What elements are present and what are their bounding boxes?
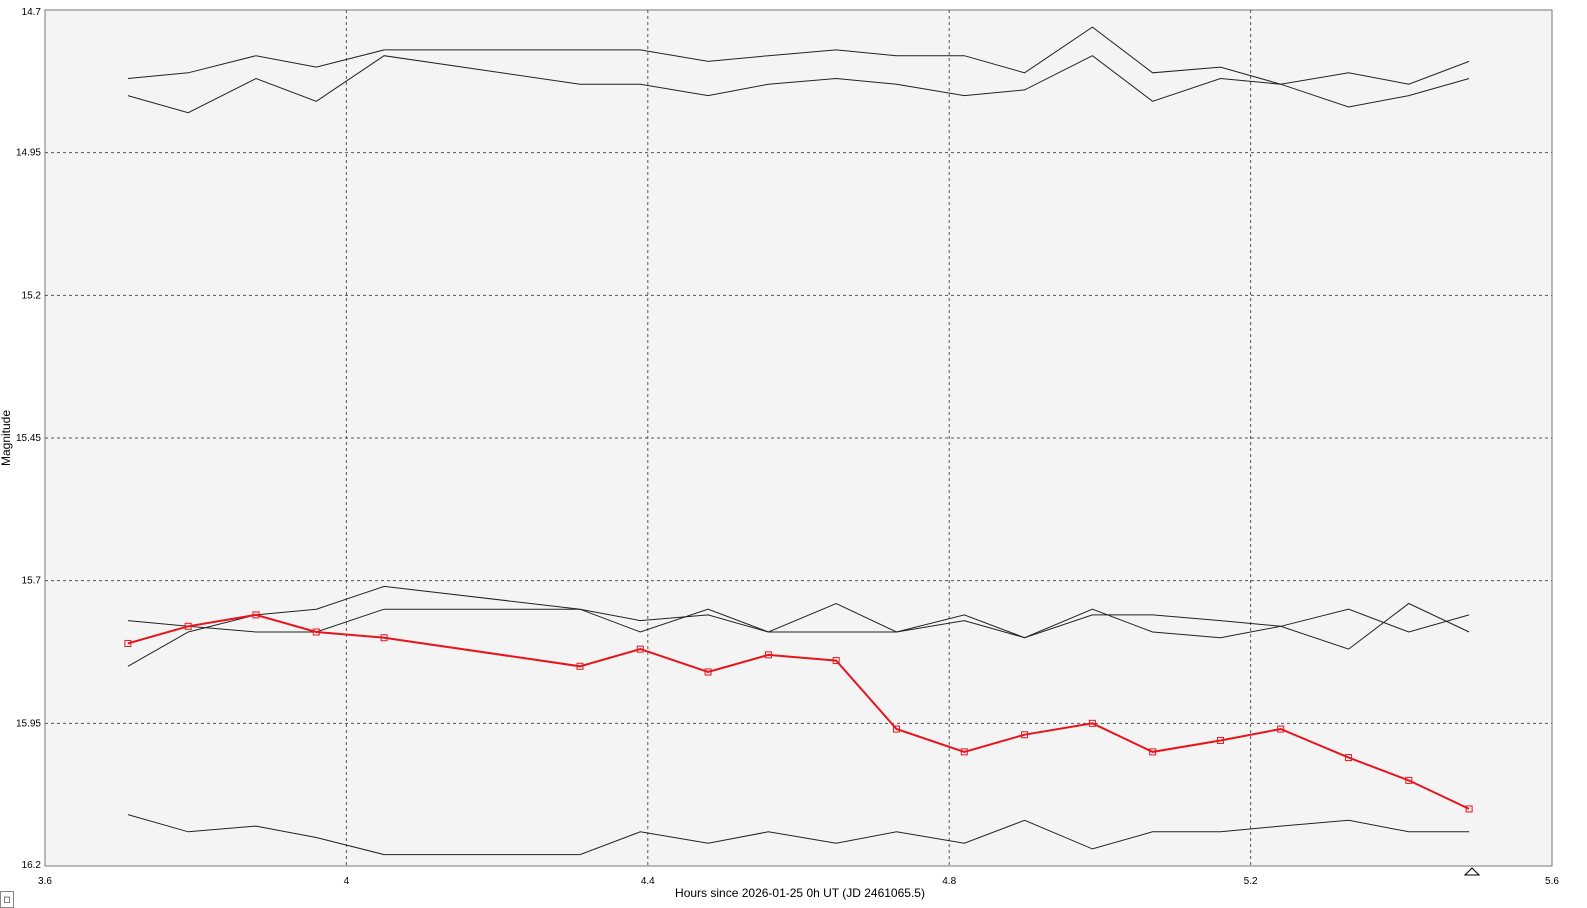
series-line-target: [127, 613, 1470, 810]
data-point-marker: [252, 611, 260, 619]
x-axis-title: Hours since 2026-01-25 0h UT (JD 2461065…: [675, 886, 925, 900]
x-tick-label: 3.6: [38, 876, 52, 887]
x-tick-label: 5.2: [1244, 876, 1258, 887]
y-tick-label: 16.2: [22, 860, 42, 871]
data-point-marker: [1465, 805, 1473, 813]
data-point-marker: [312, 628, 320, 636]
series-line-comparison-1: [127, 26, 1470, 85]
series-line-comparison-3: [127, 602, 1470, 650]
data-point-marker: [1088, 719, 1096, 727]
data-point-marker: [1216, 736, 1224, 744]
tick-labels: 3.6 4 4.4 4.8 5.2 5.6 14.7 14.95 15.2 15.45 15.7 15…: [16, 7, 1559, 887]
scroll-marker-icon[interactable]: [1463, 867, 1481, 876]
series-layer: [124, 26, 1473, 856]
y-tick-label: 15.2: [22, 290, 42, 301]
data-point-marker: [960, 748, 968, 756]
corner-toggle-icon[interactable]: ◻: [0, 891, 14, 908]
y-tick-label: 14.95: [16, 148, 41, 159]
grid-lines: [45, 10, 1552, 866]
data-point-marker: [1345, 754, 1353, 762]
data-point-marker: [576, 662, 584, 670]
x-tick-label: 4.8: [942, 876, 956, 887]
data-point-marker: [184, 622, 192, 630]
y-tick-label: 15.95: [16, 718, 41, 729]
data-point-marker: [1277, 725, 1285, 733]
data-point-marker: [380, 634, 388, 642]
series-line-comparison-4: [127, 585, 1470, 667]
series-line-comparison-5: [127, 814, 1470, 856]
data-point-marker: [1149, 748, 1157, 756]
y-tick-label: 15.7: [22, 576, 42, 587]
y-tick-label: 15.45: [16, 433, 41, 444]
data-point-marker: [832, 657, 840, 665]
series-line-comparison-2: [127, 55, 1470, 114]
data-point-marker: [764, 651, 772, 659]
data-point-marker: [124, 639, 132, 647]
data-point-marker: [1405, 776, 1413, 784]
data-point-marker: [636, 645, 644, 653]
y-axis-title: Magnitude: [0, 410, 13, 466]
data-point-marker: [892, 725, 900, 733]
y-tick-label: 14.7: [22, 7, 42, 18]
x-tick-label: 5.6: [1545, 876, 1559, 887]
data-point-marker: [704, 668, 712, 676]
x-tick-label: 4: [344, 876, 350, 887]
data-point-marker: [1021, 731, 1029, 739]
x-tick-label: 4.4: [641, 876, 655, 887]
